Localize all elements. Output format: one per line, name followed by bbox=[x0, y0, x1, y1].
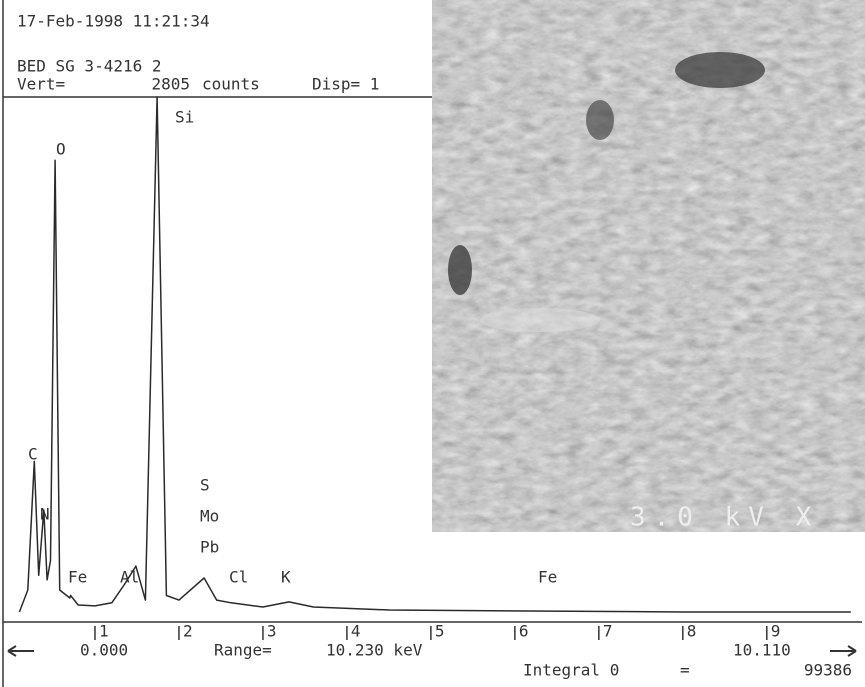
sample: BED SG 3-4216 2 bbox=[17, 57, 162, 76]
peak-label: O bbox=[56, 140, 66, 159]
peak-label: Pb bbox=[200, 538, 219, 557]
x-tick-label: 1 bbox=[99, 622, 109, 641]
header: 17-Feb-1998 11:21:34 BED SG 3-4216 2 Ver… bbox=[2, 0, 432, 687]
range: 10.230 keV bbox=[326, 641, 423, 660]
peak-label: Fe bbox=[68, 568, 87, 587]
integral: 99386 bbox=[804, 661, 852, 680]
image-label: 3.0 kV X bbox=[630, 503, 819, 533]
left-arrow bbox=[7, 645, 34, 657]
units: counts bbox=[202, 75, 260, 94]
sem-pore bbox=[448, 245, 472, 295]
x-tick-label: 3 bbox=[267, 622, 277, 641]
sem-highlight bbox=[480, 308, 600, 332]
disp: Disp= 1 bbox=[312, 75, 379, 94]
integral-label: Integral 0 bbox=[523, 661, 619, 680]
x-tick-label: 7 bbox=[603, 622, 613, 641]
spectrum bbox=[18, 96, 851, 613]
x-tick-label: 2 bbox=[183, 622, 193, 641]
sem-texture bbox=[432, 0, 865, 532]
peak-labels: C N O Fe Al Si S Mo Pb Cl K Fe bbox=[28, 108, 557, 587]
sem-pore bbox=[586, 100, 614, 140]
peak-label: Cl bbox=[229, 568, 248, 587]
peak-label: N bbox=[40, 505, 50, 524]
peak-label: K bbox=[281, 568, 291, 587]
vert-label: Vert= bbox=[17, 75, 65, 94]
x-tick-label: 9 bbox=[771, 622, 781, 641]
timestamp: 17-Feb-1998 11:21:34 bbox=[17, 12, 210, 31]
equals: = bbox=[680, 661, 690, 680]
right-arrow bbox=[830, 645, 857, 657]
range-label: Range= bbox=[214, 641, 272, 660]
peak-label: S bbox=[200, 476, 210, 495]
right-value: 10.110 bbox=[733, 641, 791, 660]
sem-pore bbox=[675, 52, 765, 88]
peak-label: Fe bbox=[538, 568, 557, 587]
x-tick-label: 6 bbox=[519, 622, 529, 641]
left-value: 0.000 bbox=[80, 641, 128, 660]
x-tick-label: 8 bbox=[687, 622, 697, 641]
peak-label: Si bbox=[175, 108, 194, 127]
sem-image: 3.0 kV X bbox=[432, 0, 865, 533]
footer: 0.000 Range= 10.230 keV 10.110 Integral … bbox=[3, 621, 862, 680]
vert-value: 2805 bbox=[151, 75, 190, 94]
x-tick-label: 4 bbox=[351, 622, 361, 641]
peak-label: Mo bbox=[200, 507, 219, 526]
x-tick-label: 5 bbox=[435, 622, 445, 641]
peak-label: C bbox=[28, 445, 38, 464]
